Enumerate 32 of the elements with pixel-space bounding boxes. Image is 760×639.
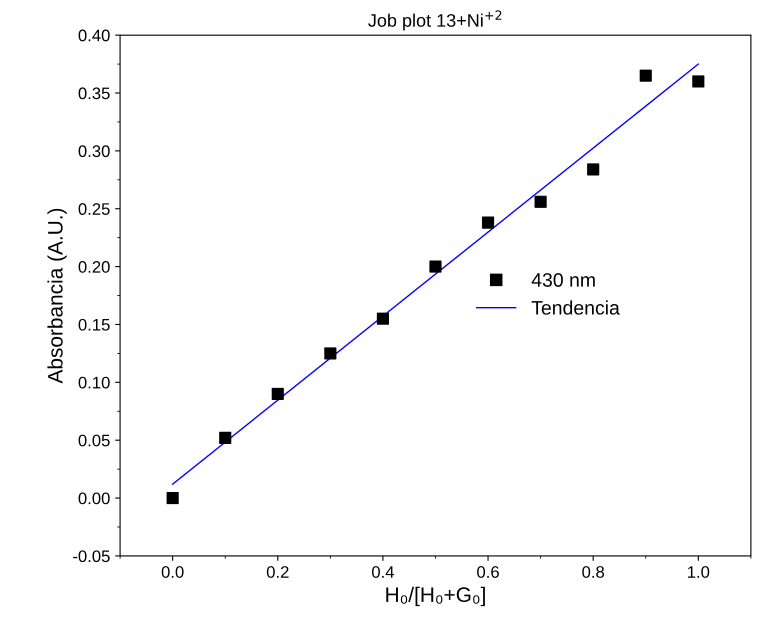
y-axis-title: Absorbancia (A.U.) [47, 208, 67, 384]
y-tick-label: 0.00 [78, 492, 110, 504]
y-tick-label: 0.35 [78, 87, 110, 100]
point [166, 492, 179, 504]
point [534, 196, 547, 208]
x-tick-label: 1.0 [688, 566, 710, 578]
y-tick-label: 0.10 [78, 376, 110, 389]
point [272, 388, 284, 400]
point [482, 216, 494, 229]
y-tick-label: 0.40 [78, 30, 110, 42]
y-tick-label: 0.20 [78, 261, 110, 273]
y-tick-label: 0.15 [78, 318, 110, 331]
legend-label: Tendencia [532, 300, 620, 315]
x-axis-title: H₀/[H₀+G₀] [386, 586, 485, 606]
x-tick-label: 0.8 [582, 566, 604, 578]
x-tick-label: 0.6 [477, 566, 499, 578]
x-tick-label: 0.0 [162, 566, 184, 578]
point [324, 347, 336, 360]
point [692, 75, 704, 88]
chart-title: Job plot 13+Ni$^{+2}$ [368, 10, 502, 30]
y-tick-label: 0.05 [78, 434, 110, 446]
point [587, 163, 600, 176]
point [429, 260, 442, 273]
x-tick-label: 0.2 [266, 566, 289, 578]
y-tick-label: 0.30 [78, 145, 110, 158]
y-tick-label: 0.25 [78, 203, 110, 215]
x-tick-label: 0.4 [372, 566, 394, 578]
point [219, 432, 232, 444]
point [376, 312, 389, 325]
legend-label: 430 nm [532, 273, 595, 287]
point [640, 70, 652, 82]
y-tick-label: -0.05 [73, 550, 110, 562]
